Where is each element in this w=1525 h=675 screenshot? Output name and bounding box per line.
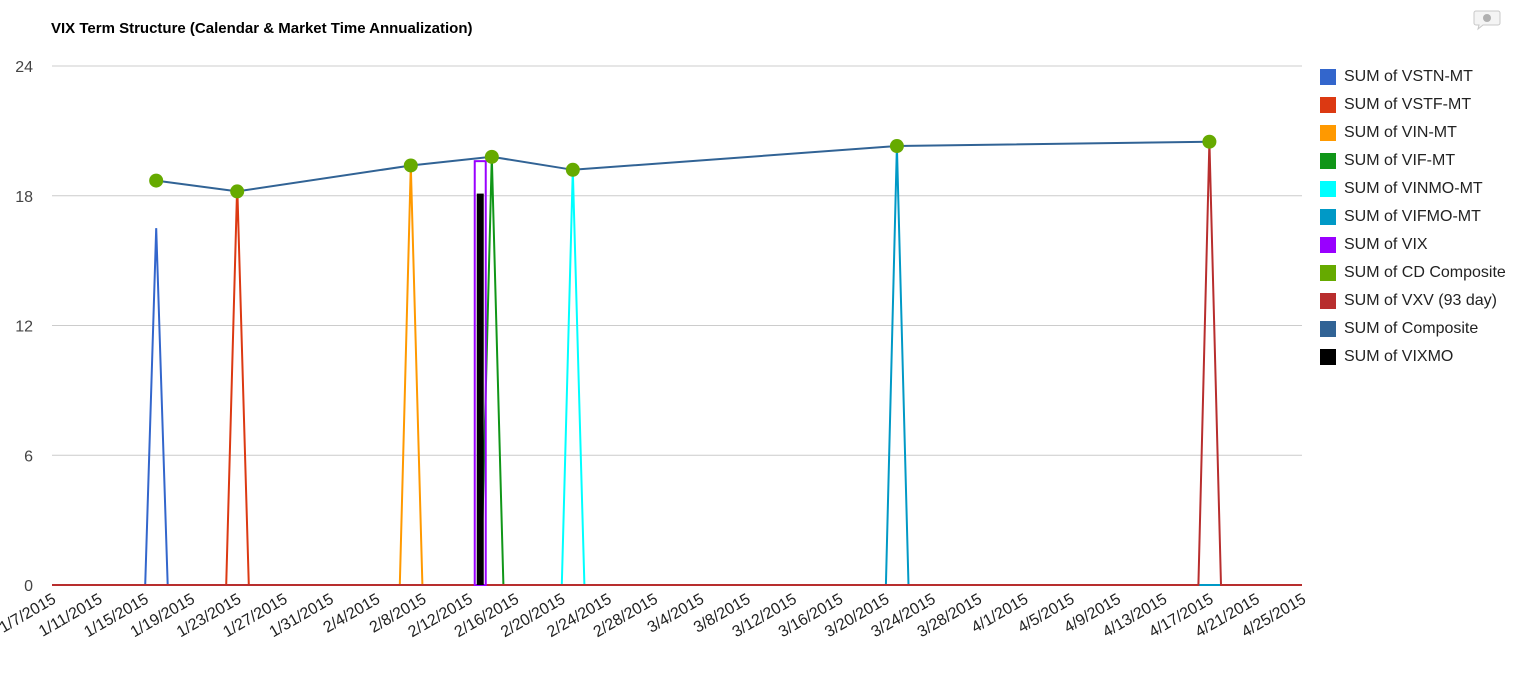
legend-label: SUM of VINMO-MT (1344, 180, 1483, 197)
legend-swatch (1320, 321, 1336, 337)
legend-swatch (1320, 181, 1336, 197)
legend-item-vin-mt[interactable]: SUM of VIN-MT (1320, 119, 1506, 147)
series-cd-composite-point (889, 139, 904, 154)
legend-swatch (1320, 125, 1336, 141)
series-vxv-93-day-line (52, 141, 1302, 586)
legend-label: SUM of VXV (93 day) (1344, 292, 1497, 309)
y-tick-label: 0 (24, 578, 33, 595)
comment-icon[interactable] (1473, 9, 1501, 31)
legend-item-cd-composite[interactable]: SUM of CD Composite (1320, 259, 1506, 287)
series-vin-mt-line (52, 165, 1302, 586)
y-tick-label: 6 (24, 448, 33, 465)
legend-item-composite[interactable]: SUM of Composite (1320, 315, 1506, 343)
chart-title: VIX Term Structure (Calendar & Market Ti… (51, 20, 473, 37)
legend-label: SUM of VIXMO (1344, 348, 1454, 365)
legend-item-vinmo-mt[interactable]: SUM of VINMO-MT (1320, 175, 1506, 203)
y-tick-label: 12 (15, 319, 33, 336)
y-tick-label: 18 (15, 189, 33, 206)
series-cd-composite-point (1202, 134, 1217, 149)
legend-label: SUM of Composite (1344, 320, 1479, 337)
legend-label: SUM of VSTN-MT (1344, 68, 1473, 85)
series-layer (52, 134, 1302, 586)
legend-item-vstn-mt[interactable]: SUM of VSTN-MT (1320, 63, 1506, 91)
legend-item-vix[interactable]: SUM of VIX (1320, 231, 1506, 259)
legend-item-vxv-93-day[interactable]: SUM of VXV (93 day) (1320, 287, 1506, 315)
series-composite-line (156, 140, 1210, 193)
legend-item-vstf-mt[interactable]: SUM of VSTF-MT (1320, 91, 1506, 119)
legend-label: SUM of CD Composite (1344, 264, 1506, 281)
legend-item-vif-mt[interactable]: SUM of VIF-MT (1320, 147, 1506, 175)
series-cd-composite-point (230, 184, 245, 199)
series-cd-composite-point (149, 173, 164, 188)
legend-swatch (1320, 153, 1336, 169)
legend-swatch (1320, 293, 1336, 309)
legend-label: SUM of VIF-MT (1344, 152, 1456, 169)
legend-item-vifmo-mt[interactable]: SUM of VIFMO-MT (1320, 203, 1506, 231)
legend-label: SUM of VIFMO-MT (1344, 208, 1481, 225)
legend-swatch (1320, 265, 1336, 281)
legend-swatch (1320, 69, 1336, 85)
x-axis-tick-labels: 1/7/20151/11/20151/15/20151/19/20151/23/… (0, 591, 1309, 641)
legend-swatch (1320, 97, 1336, 113)
legend-item-vixmo[interactable]: SUM of VIXMO (1320, 343, 1506, 371)
legend-swatch (1320, 237, 1336, 253)
legend-label: SUM of VIX (1344, 236, 1428, 253)
y-tick-label: 24 (15, 59, 33, 76)
series-vif-mt-line (52, 156, 1302, 586)
legend-label: SUM of VIN-MT (1344, 124, 1457, 141)
series-cd-composite-point (565, 162, 580, 177)
y-axis-tick-labels: 0 6 12 18 24 (15, 59, 33, 595)
series-vstf-mt-line (52, 184, 1302, 586)
legend-swatch (1320, 209, 1336, 225)
series-cd-composite-point (484, 149, 499, 164)
series-vifmo-mt-line (52, 145, 1302, 586)
legend-label: SUM of VSTF-MT (1344, 96, 1472, 113)
series-vixmo-bar (476, 193, 484, 585)
legend-swatch (1320, 349, 1336, 365)
legend: SUM of VSTN-MT SUM of VSTF-MT SUM of VIN-M… (1320, 63, 1506, 371)
series-cd-composite-point (403, 158, 418, 173)
